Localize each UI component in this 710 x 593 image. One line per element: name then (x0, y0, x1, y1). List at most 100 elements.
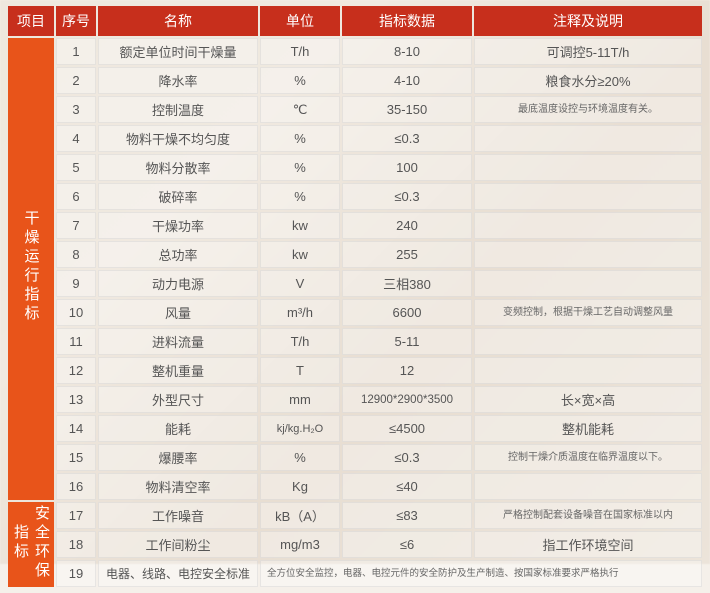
cell-seq: 11 (56, 328, 96, 355)
cell-value: ≤83 (342, 502, 472, 529)
table-row: 干燥运行指标1额定单位时间干燥量T/h8-10可调控5-11T/h (8, 38, 702, 65)
cell-unit: kw (260, 212, 340, 239)
cell-name: 电器、线路、电控安全标准 (98, 560, 258, 587)
cell-name: 动力电源 (98, 270, 258, 297)
group-header-label: 安全环保指标 (10, 500, 52, 585)
table-row: 19电器、线路、电控安全标准全方位安全监控，电器、电控元件的安全防护及生产制造、… (8, 560, 702, 587)
cell-name: 物料清空率 (98, 473, 258, 500)
table-row: 8总功率kw255 (8, 241, 702, 268)
cell-unit: mm (260, 386, 340, 413)
cell-value: 12 (342, 357, 472, 384)
table-row: 5物料分散率%100 (8, 154, 702, 181)
cell-unit: % (260, 444, 340, 471)
cell-name: 爆腰率 (98, 444, 258, 471)
cell-name: 外型尺寸 (98, 386, 258, 413)
cell-seq: 2 (56, 67, 96, 94)
header-project: 项目 (8, 6, 54, 36)
cell-value: 35-150 (342, 96, 472, 123)
cell-note: 变频控制，根据干燥工艺自动调整风量 (474, 299, 702, 326)
cell-value: 4-10 (342, 67, 472, 94)
cell-name: 破碎率 (98, 183, 258, 210)
cell-note (474, 212, 702, 239)
cell-seq: 7 (56, 212, 96, 239)
header-value: 指标数据 (342, 6, 472, 36)
spec-table: 项目 序号 名称 单位 指标数据 注释及说明 干燥运行指标1额定单位时间干燥量T… (6, 4, 704, 589)
cell-unit: kB（A） (260, 502, 340, 529)
cell-note: 严格控制配套设备噪音在国家标准以内 (474, 502, 702, 529)
cell-unit: T/h (260, 328, 340, 355)
table-row: 15爆腰率%≤0.3控制干燥介质温度在临界温度以下。 (8, 444, 702, 471)
cell-seq: 12 (56, 357, 96, 384)
cell-seq: 13 (56, 386, 96, 413)
cell-note: 可调控5-11T/h (474, 38, 702, 65)
cell-unit: kw (260, 241, 340, 268)
table-row: 13外型尺寸mm12900*2900*3500长×宽×高 (8, 386, 702, 413)
cell-name: 工作噪音 (98, 502, 258, 529)
cell-name: 总功率 (98, 241, 258, 268)
table-row: 2降水率%4-10粮食水分≥20% (8, 67, 702, 94)
cell-unit: kj/kg.H₂O (260, 415, 340, 442)
cell-unit: Kg (260, 473, 340, 500)
cell-value: ≤0.3 (342, 183, 472, 210)
table-row: 安全环保指标17工作噪音kB（A）≤83严格控制配套设备噪音在国家标准以内 (8, 502, 702, 529)
cell-unit: % (260, 183, 340, 210)
table-row: 18工作间粉尘mg/m3≤6指工作环境空间 (8, 531, 702, 558)
cell-name: 降水率 (98, 67, 258, 94)
table-row: 4物料干燥不均匀度%≤0.3 (8, 125, 702, 152)
header-name: 名称 (98, 6, 258, 36)
cell-seq: 5 (56, 154, 96, 181)
cell-seq: 6 (56, 183, 96, 210)
header-unit: 单位 (260, 6, 340, 36)
table-row: 6破碎率%≤0.3 (8, 183, 702, 210)
cell-note: 长×宽×高 (474, 386, 702, 413)
cell-value: ≤40 (342, 473, 472, 500)
group-header-label: 干燥运行指标 (21, 210, 42, 324)
cell-unit: % (260, 154, 340, 181)
cell-unit: mg/m3 (260, 531, 340, 558)
group-header: 干燥运行指标 (8, 38, 54, 500)
cell-name: 物料分散率 (98, 154, 258, 181)
cell-unit: T (260, 357, 340, 384)
cell-note (474, 473, 702, 500)
cell-unit: V (260, 270, 340, 297)
table-row: 16物料清空率Kg≤40 (8, 473, 702, 500)
cell-value: ≤0.3 (342, 444, 472, 471)
cell-seq: 14 (56, 415, 96, 442)
cell-value: 12900*2900*3500 (342, 386, 472, 413)
cell-name: 能耗 (98, 415, 258, 442)
cell-seq: 16 (56, 473, 96, 500)
cell-seq: 3 (56, 96, 96, 123)
table-row: 14能耗kj/kg.H₂O≤4500整机能耗 (8, 415, 702, 442)
cell-name: 物料干燥不均匀度 (98, 125, 258, 152)
cell-seq: 15 (56, 444, 96, 471)
cell-value: ≤6 (342, 531, 472, 558)
cell-note: 指工作环境空间 (474, 531, 702, 558)
cell-note: 整机能耗 (474, 415, 702, 442)
cell-name: 整机重量 (98, 357, 258, 384)
group-header: 安全环保指标 (8, 502, 54, 587)
table-row: 9动力电源V三相380 (8, 270, 702, 297)
header-seq: 序号 (56, 6, 96, 36)
cell-seq: 17 (56, 502, 96, 529)
cell-seq: 1 (56, 38, 96, 65)
cell-note (474, 357, 702, 384)
cell-value: 100 (342, 154, 472, 181)
table-row: 10风量m³/h6600变频控制，根据干燥工艺自动调整风量 (8, 299, 702, 326)
cell-note: 控制干燥介质温度在临界温度以下。 (474, 444, 702, 471)
cell-unit: % (260, 125, 340, 152)
cell-note (474, 183, 702, 210)
cell-note (474, 241, 702, 268)
cell-value: 6600 (342, 299, 472, 326)
cell-seq: 9 (56, 270, 96, 297)
table-row: 3控制温度℃35-150最底温度设控与环境温度有关。 (8, 96, 702, 123)
cell-seq: 19 (56, 560, 96, 587)
table-row: 11进料流量T/h5-11 (8, 328, 702, 355)
cell-name: 风量 (98, 299, 258, 326)
cell-note: 粮食水分≥20% (474, 67, 702, 94)
cell-seq: 18 (56, 531, 96, 558)
cell-note (474, 154, 702, 181)
cell-note (474, 328, 702, 355)
cell-unit: m³/h (260, 299, 340, 326)
cell-unit: ℃ (260, 96, 340, 123)
cell-value: ≤0.3 (342, 125, 472, 152)
